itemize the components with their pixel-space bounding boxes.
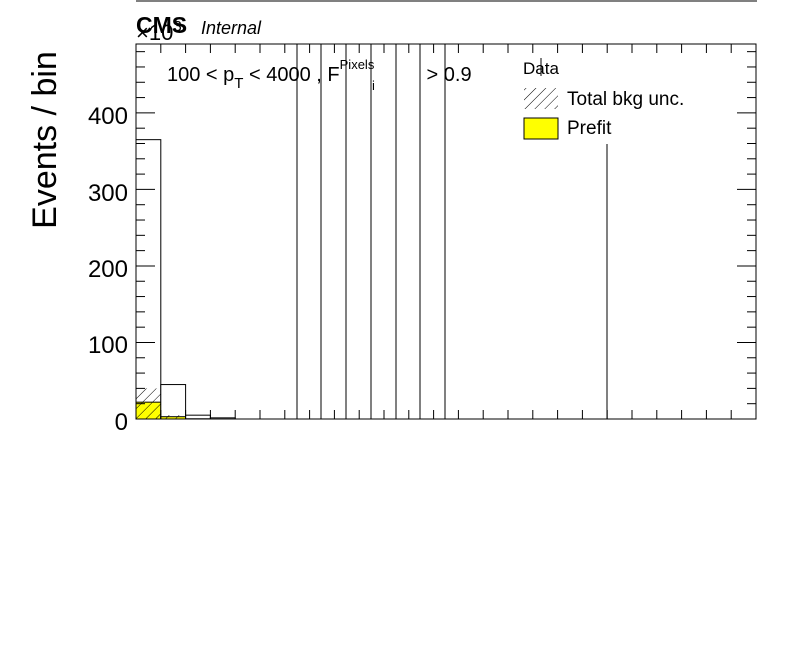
plot-frame [135,43,757,420]
cms-label: CMS [136,12,187,38]
legend-hatch-swatch [524,88,558,109]
y-tick-label: 200 [88,256,128,283]
vertical-lines [296,44,608,419]
legend-entry-data: Data [523,58,559,78]
cms-sublabel: Internal [201,18,262,38]
cut-annotation: 100 < pT < 4000 , FPixels i > 0.9 [167,57,472,93]
y-tick-label: 300 [88,180,128,207]
y-axis-title: Events / bin [26,51,64,229]
y-tick-label: 0 [115,409,128,436]
legend: Data Total bkg unc. Prefit [523,58,684,140]
bkg-bar [160,384,187,420]
unc-band [160,415,186,419]
y-tick-label: 100 [88,332,128,359]
histogram-bins [135,139,236,420]
legend-label-data: Data [523,59,559,78]
legend-label-unc: Total bkg unc. [567,89,684,110]
legend-prefit-swatch [523,117,559,140]
legend-entry-unc: Total bkg unc. [524,88,684,110]
exponent-label: ×103 [136,18,182,45]
bkg-bar [135,139,162,420]
y-tick-label: 400 [88,103,128,130]
legend-label-prefit: Prefit [567,118,612,139]
legend-entry-prefit: Prefit [523,117,612,140]
